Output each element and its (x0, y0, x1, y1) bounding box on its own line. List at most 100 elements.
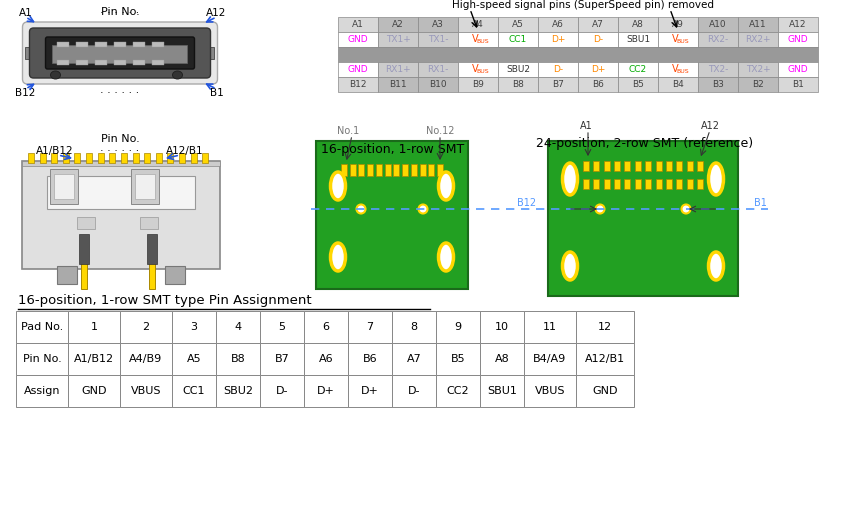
Text: 9: 9 (455, 322, 461, 332)
Bar (578, 77, 618, 92)
Bar (384, 164, 390, 176)
Bar (436, 311, 480, 343)
Bar (645, 179, 651, 189)
Text: B6: B6 (363, 354, 377, 364)
Bar (16, 375, 68, 407)
Text: B8: B8 (512, 80, 524, 89)
Text: A12: A12 (206, 8, 227, 18)
Text: D+: D+ (591, 65, 605, 74)
Bar (348, 343, 392, 375)
Bar (418, 77, 458, 92)
Bar (419, 164, 425, 176)
Bar (86, 153, 92, 163)
Bar (156, 153, 162, 163)
Bar (593, 179, 599, 189)
Bar (524, 343, 576, 375)
Bar (548, 141, 738, 296)
Bar (656, 161, 662, 171)
Text: D+: D+ (550, 35, 565, 44)
Bar (207, 47, 215, 59)
Bar (120, 375, 172, 407)
Bar (145, 153, 151, 163)
Text: TX2-: TX2- (708, 65, 728, 74)
Bar (698, 77, 738, 92)
Bar (437, 164, 443, 176)
Bar (110, 153, 116, 163)
Bar (618, 32, 658, 47)
Bar (480, 311, 524, 343)
Text: B12: B12 (517, 198, 536, 208)
Text: B10: B10 (429, 80, 447, 89)
Text: V: V (472, 65, 479, 75)
Bar (47, 176, 195, 209)
Bar (378, 32, 418, 47)
Bar (402, 164, 408, 176)
Bar (134, 60, 146, 65)
Bar (260, 343, 304, 375)
Bar (458, 32, 498, 47)
Bar (191, 153, 197, 163)
Text: A12: A12 (700, 121, 720, 131)
Text: · · · · · ·: · · · · · · (100, 88, 140, 98)
Text: B2: B2 (752, 80, 764, 89)
Text: CC1: CC1 (182, 386, 205, 396)
Bar (635, 161, 641, 171)
Text: D-: D- (553, 65, 563, 74)
Bar (26, 47, 33, 59)
Bar (341, 164, 347, 176)
Bar (202, 153, 208, 163)
Bar (152, 42, 164, 47)
Bar (698, 62, 738, 77)
Bar (378, 77, 418, 92)
Bar (172, 375, 216, 407)
Bar (376, 164, 382, 176)
Bar (392, 343, 436, 375)
Text: CC1: CC1 (508, 35, 527, 44)
Bar (115, 60, 127, 65)
Bar (538, 77, 578, 92)
Ellipse shape (596, 205, 604, 214)
Bar (418, 62, 458, 77)
Text: B4: B4 (672, 80, 684, 89)
Bar (418, 32, 458, 47)
Text: GND: GND (592, 386, 618, 396)
Bar (338, 17, 378, 32)
Ellipse shape (438, 172, 454, 200)
Bar (216, 311, 260, 343)
Bar (152, 60, 164, 65)
Text: CC2: CC2 (447, 386, 469, 396)
Text: A1: A1 (19, 8, 33, 18)
Bar (172, 343, 216, 375)
Bar (367, 164, 373, 176)
Text: B4/A9: B4/A9 (533, 354, 567, 364)
Text: D-: D- (276, 386, 288, 396)
Text: A12/B1: A12/B1 (585, 354, 625, 364)
Text: No.1: No.1 (337, 126, 360, 136)
Bar (57, 266, 77, 284)
Bar (498, 62, 538, 77)
Bar (697, 161, 703, 171)
Bar (260, 375, 304, 407)
Bar (120, 343, 172, 375)
Text: B5: B5 (632, 80, 644, 89)
Text: GND: GND (81, 386, 107, 396)
Text: TX1-: TX1- (428, 35, 449, 44)
Bar (338, 32, 378, 47)
Text: A2: A2 (392, 20, 404, 29)
Bar (96, 60, 108, 65)
Bar (576, 375, 634, 407)
Text: 16-position, 1-row SMT: 16-position, 1-row SMT (321, 142, 465, 156)
Bar (583, 161, 589, 171)
Bar (656, 179, 662, 189)
Text: B11: B11 (389, 80, 407, 89)
Bar (68, 311, 120, 343)
Bar (738, 17, 778, 32)
Bar (134, 42, 146, 47)
Bar (578, 62, 618, 77)
Text: D-: D- (593, 35, 603, 44)
Bar (583, 179, 589, 189)
Bar (538, 62, 578, 77)
Bar (687, 161, 693, 171)
Text: RX1+: RX1+ (385, 65, 411, 74)
Text: RX1-: RX1- (427, 65, 449, 74)
